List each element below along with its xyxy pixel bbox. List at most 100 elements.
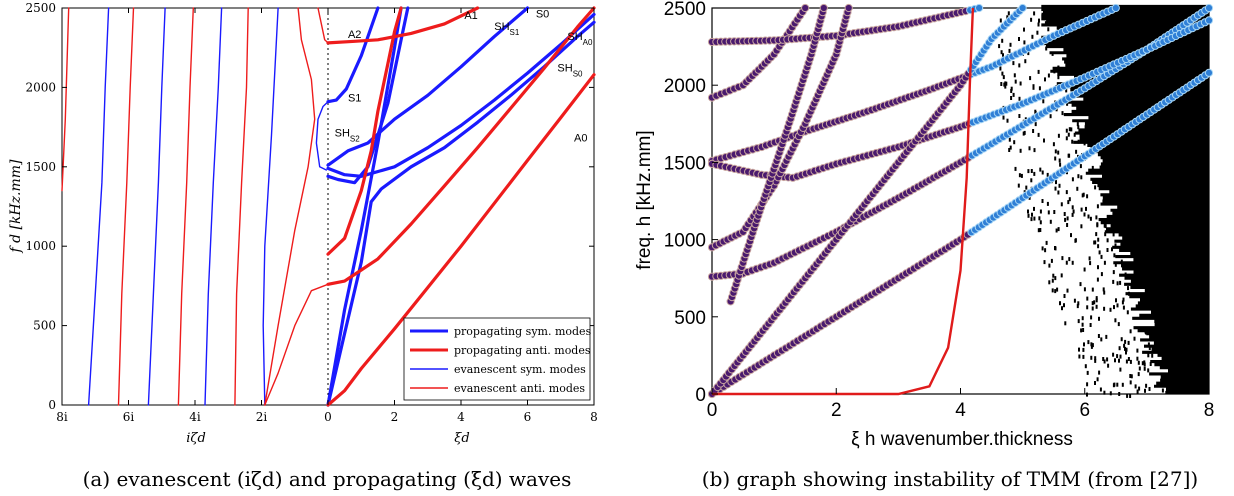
noise-speck: [1071, 260, 1074, 265]
noise-speck: [1019, 81, 1022, 86]
noise-speck: [1116, 382, 1119, 387]
noise-speck: [1008, 148, 1011, 152]
noise-speck: [1091, 343, 1094, 348]
noise-speck: [1143, 362, 1146, 367]
noise-speck: [1113, 253, 1116, 258]
dispersion-branch: [726, 3, 828, 306]
noise-speck: [1044, 21, 1047, 26]
y-tick-label: 0: [695, 385, 706, 406]
dispersion-branch: [707, 68, 1214, 399]
y-tick-label: 0: [48, 398, 56, 412]
noise-speck: [1034, 109, 1037, 114]
noise-speck: [1063, 212, 1066, 216]
noise-speck: [1074, 238, 1077, 243]
noise-speck: [1124, 346, 1126, 351]
panel-a-legend: propagating sym. modes propagating anti. …: [403, 317, 592, 401]
noise-speck: [1053, 210, 1056, 214]
noise-speck: [1137, 360, 1140, 365]
noise-speck: [1144, 329, 1147, 334]
noise-speck: [1099, 387, 1102, 392]
noise-speck: [1059, 162, 1062, 167]
panel-a-xlabel-right: ξd: [454, 431, 469, 446]
noise-speck: [1060, 202, 1063, 207]
noise-speck: [1103, 306, 1106, 311]
noise-speck: [1044, 248, 1047, 253]
panel-b-chart: 0 2 4 6 8 0 500 1000 1500 2000 2500 freq. h [kHz.m…: [634, 0, 1214, 491]
noise-speck: [1147, 368, 1150, 373]
noise-speck: [1079, 164, 1082, 169]
noise-speck: [1094, 381, 1096, 385]
noise-speck: [1102, 287, 1105, 292]
panel-b-ylabel: freq. h [kHz.mm]: [634, 130, 655, 269]
noise-speck: [1071, 212, 1074, 217]
noise-speck: [1095, 304, 1098, 309]
noise-speck: [1090, 355, 1093, 360]
noise-speck: [1030, 217, 1033, 222]
noise-speck: [1030, 178, 1033, 183]
noise-speck: [1133, 336, 1136, 341]
noise-speck: [1134, 384, 1137, 389]
noise-speck: [1038, 216, 1041, 221]
noise-speck: [1136, 348, 1139, 353]
noise-speck: [1087, 214, 1090, 219]
noise-speck: [1141, 361, 1144, 366]
propagating-sym-mode-curve: [326, 12, 596, 178]
noise-speck: [1086, 382, 1089, 387]
noise-speck: [1057, 227, 1060, 232]
noise-speck: [1095, 232, 1098, 237]
noise-speck: [1067, 132, 1070, 137]
noise-speck: [1054, 186, 1057, 191]
noise-speck: [1020, 173, 1023, 178]
noise-speck: [1009, 42, 1012, 47]
noise-speck: [1034, 122, 1037, 127]
noise-speck: [1013, 140, 1016, 145]
noise-speck: [1091, 306, 1094, 311]
noise-speck: [1002, 75, 1005, 80]
noise-speck: [1118, 358, 1120, 363]
y-tick-label: 2500: [664, 0, 706, 20]
noise-speck: [1137, 372, 1140, 377]
noise-speck: [1112, 352, 1115, 357]
noise-speck: [1083, 267, 1086, 272]
noise-speck: [1109, 391, 1112, 396]
noise-speck: [1121, 382, 1124, 387]
noise-speck: [1082, 347, 1085, 352]
x-tick-label: 4: [955, 400, 966, 421]
noise-speck: [1106, 228, 1109, 232]
noise-speck: [1098, 316, 1100, 321]
noise-speck: [1148, 346, 1151, 350]
noise-speck: [1106, 357, 1109, 362]
noise-speck: [1114, 262, 1117, 267]
y-tick-label: 1000: [25, 239, 56, 253]
noise-speck: [1037, 132, 1040, 137]
noise-speck: [1114, 243, 1117, 248]
noise-speck: [1049, 219, 1052, 224]
noise-speck: [1070, 233, 1072, 238]
data-point-marker: [819, 3, 828, 13]
noise-speck: [1057, 75, 1060, 80]
noise-speck: [1076, 122, 1079, 127]
x-tick-label: 8i: [56, 410, 68, 424]
noise-speck: [1055, 228, 1058, 233]
noise-speck: [1125, 350, 1127, 355]
noise-speck: [1083, 141, 1086, 146]
noise-speck: [1094, 356, 1097, 361]
noise-speck: [1105, 334, 1108, 339]
noise-speck: [1077, 139, 1080, 144]
noise-speck: [1045, 46, 1048, 51]
noise-speck: [1008, 48, 1011, 53]
evanescent-anti-mode-curve: [264, 283, 329, 406]
noise-speck: [1076, 186, 1079, 191]
noise-speck: [1064, 217, 1067, 222]
noise-speck: [1007, 11, 1010, 16]
noise-speck: [1045, 240, 1048, 245]
noise-speck: [1116, 354, 1119, 359]
noise-speck: [1080, 207, 1083, 212]
noise-speck: [1071, 139, 1074, 144]
noise-speck: [1086, 392, 1088, 397]
noise-speck: [1014, 79, 1017, 84]
noise-speck: [1090, 342, 1093, 347]
noise-speck: [1087, 340, 1090, 345]
noise-speck: [1002, 115, 1005, 120]
evanescent-anti-mode-curve: [117, 7, 135, 406]
